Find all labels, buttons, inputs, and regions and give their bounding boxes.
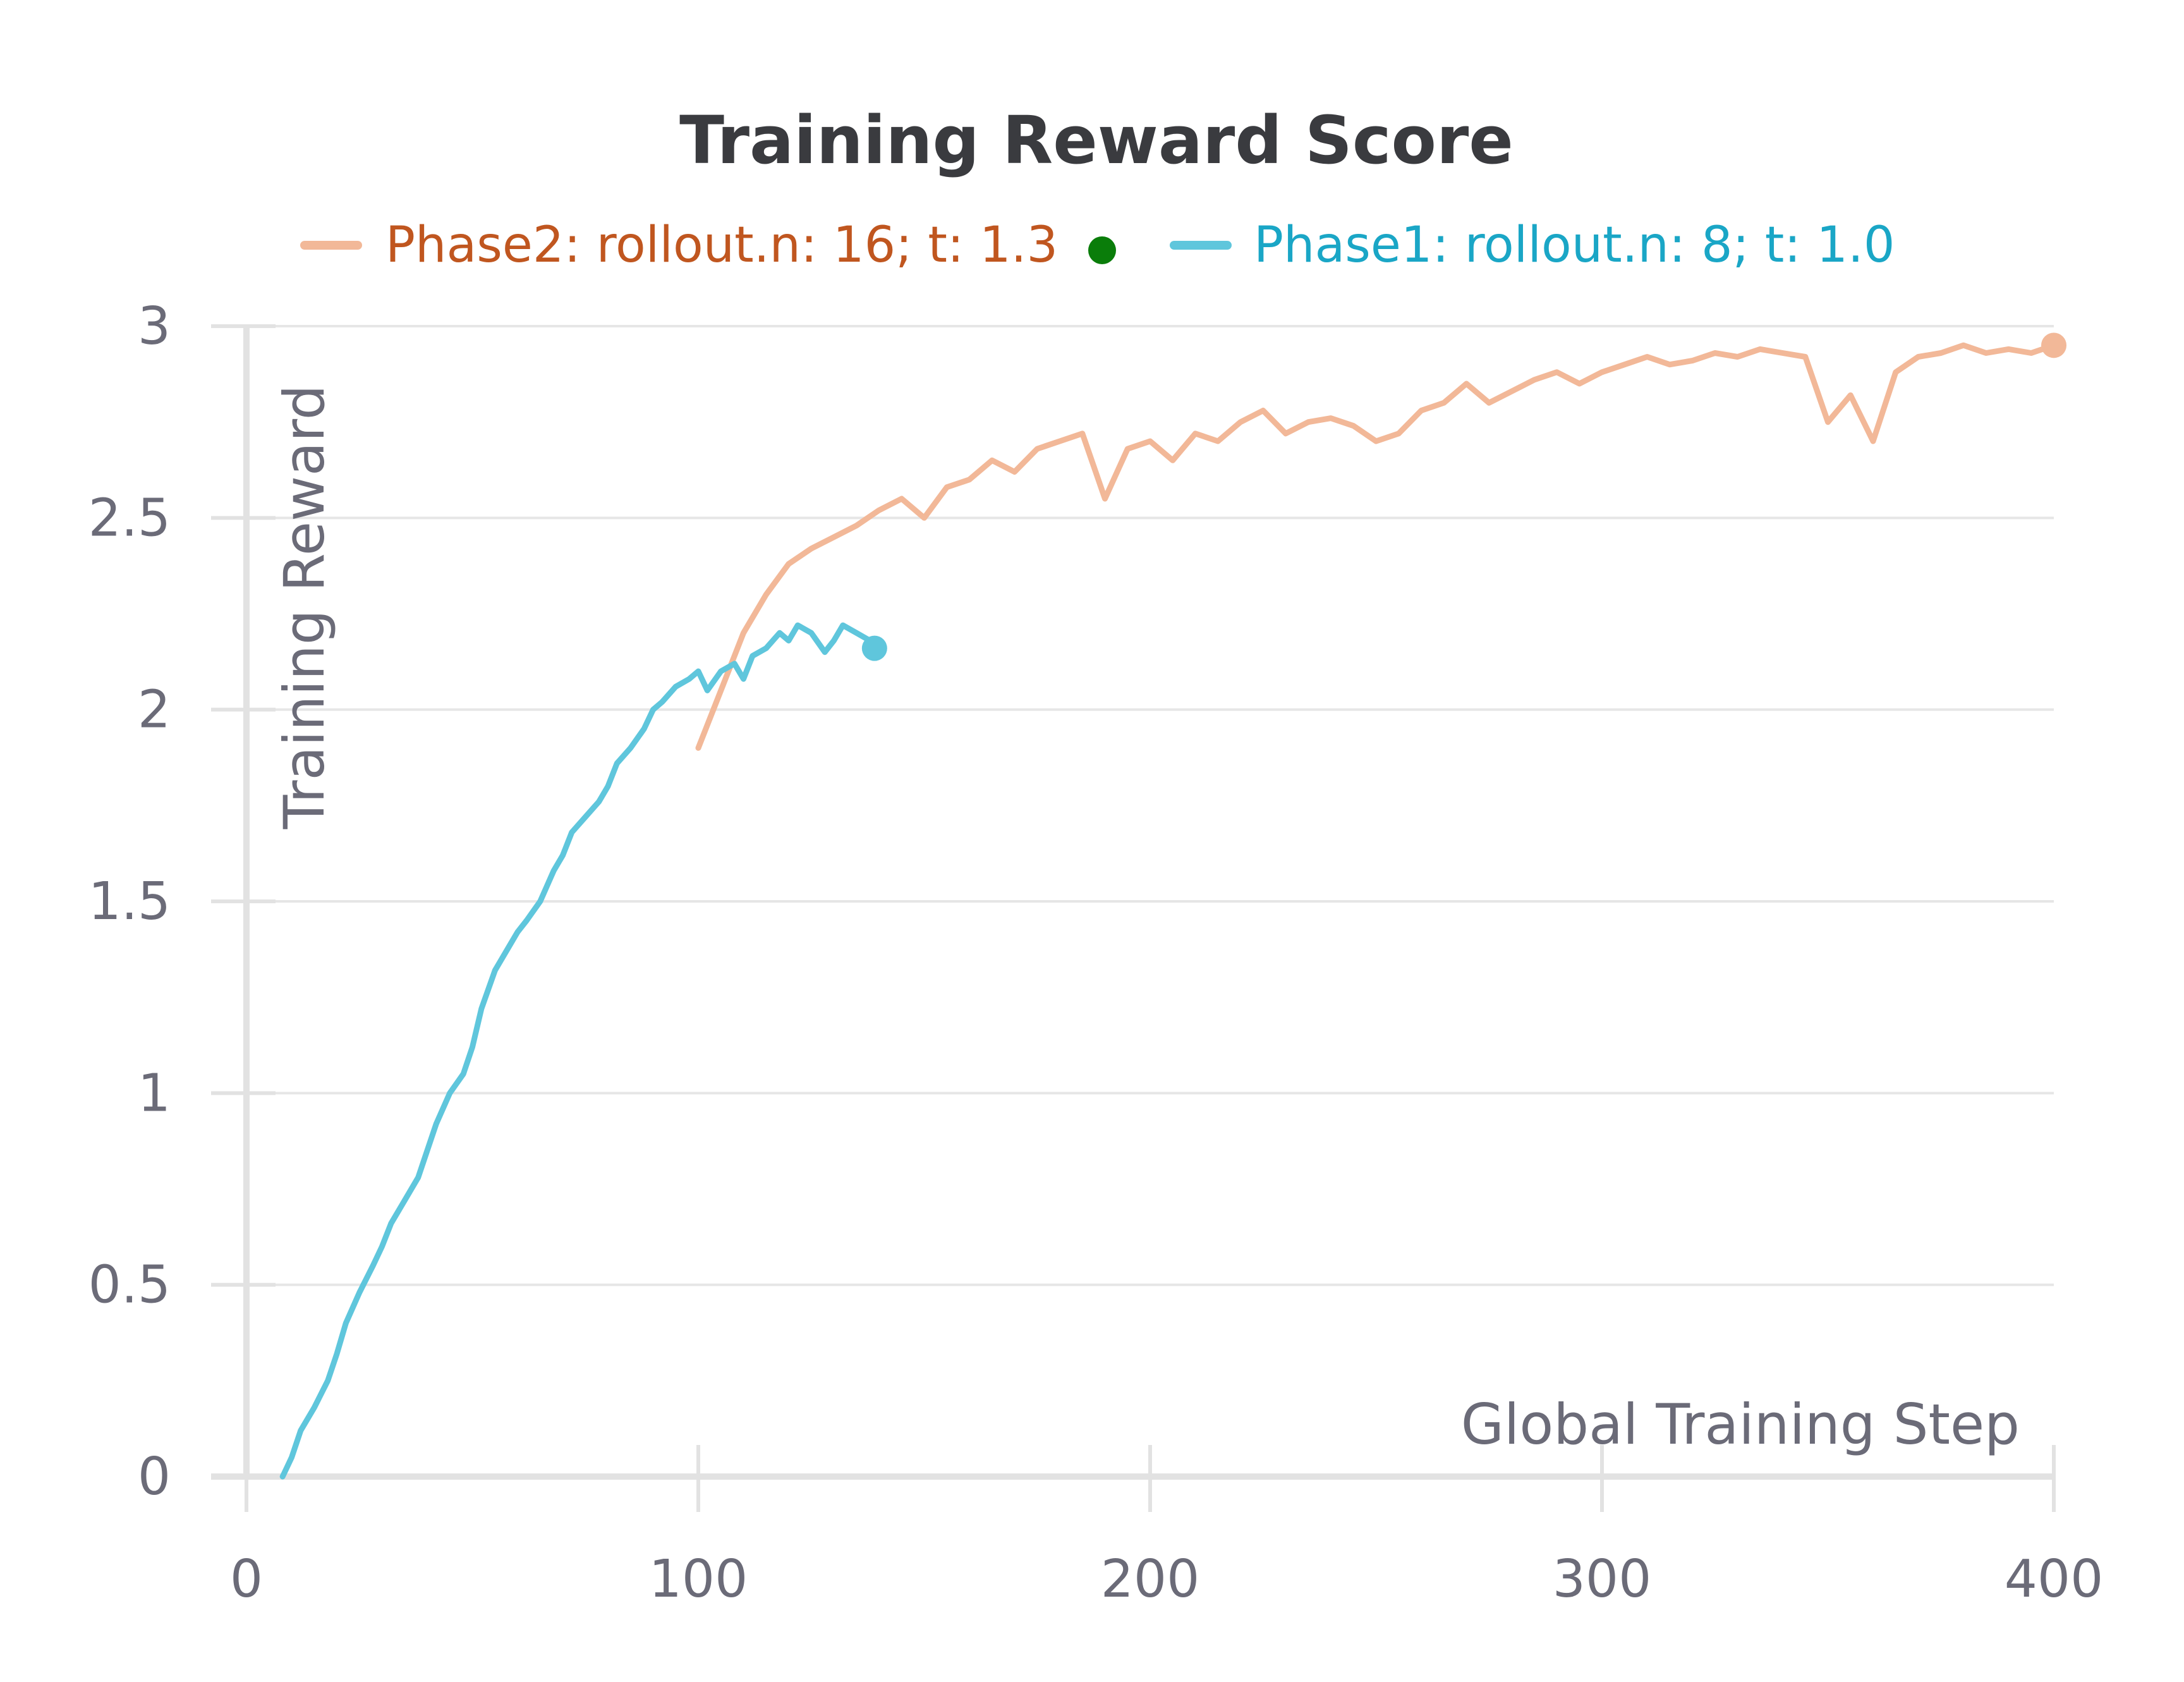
x-tick-label: 0: [230, 1549, 263, 1609]
legend-label-phase2: Phase2: rollout.n: 16; t: 1.3: [385, 217, 1058, 274]
x-tick-label: 200: [1101, 1549, 1200, 1609]
legend: Phase2: rollout.n: 16; t: 1.3 Phase1: ro…: [300, 217, 1895, 274]
legend-label-phase1: Phase1: rollout.n: 8; t: 1.0: [1254, 217, 1895, 274]
y-tick-label: 3: [138, 296, 171, 357]
series-end-point-phase1: [861, 635, 887, 661]
y-tick-label: 0: [138, 1447, 171, 1507]
series-layer: [279, 332, 2066, 1480]
tick-labels: 0 0.5 1 1.5 2 2.5 3 0 100 200 300 400: [88, 296, 2104, 1609]
x-tick-label: 100: [649, 1549, 748, 1609]
y-tick-label: 1: [138, 1063, 171, 1123]
y-tick-label: 2.5: [88, 488, 171, 548]
axes: [211, 324, 2056, 1512]
y-axis-label: Training Reward: [272, 385, 337, 830]
x-axis-label: Global Training Step: [1461, 1392, 2020, 1457]
series-end-point-phase2: [2041, 332, 2066, 358]
y-tick-label: 2: [138, 680, 171, 740]
legend-marker-dot: [1088, 236, 1116, 264]
chart-title: Training Reward Score: [679, 102, 1514, 179]
series-line-phase1: [279, 622, 878, 1480]
series-line-phase2: [695, 342, 2057, 751]
x-tick-label: 400: [2005, 1549, 2104, 1609]
x-tick-label: 300: [1553, 1549, 1652, 1609]
y-tick-label: 1.5: [88, 872, 171, 932]
grid: [246, 325, 2054, 1286]
y-tick-label: 0.5: [88, 1255, 171, 1315]
